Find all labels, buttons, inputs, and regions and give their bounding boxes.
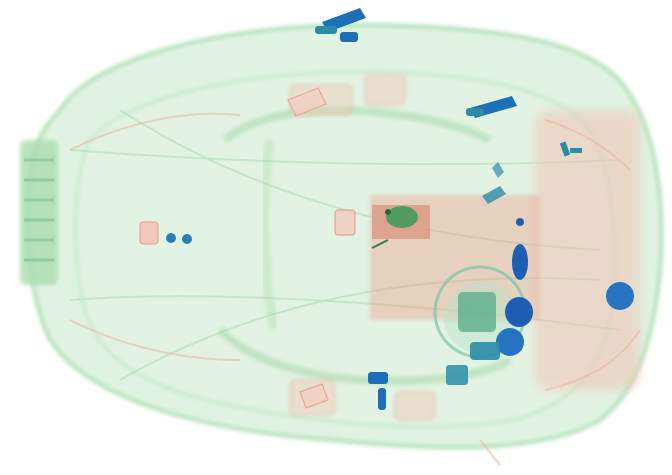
windshield-arc: [217, 106, 513, 385]
trunk-round-object: [606, 282, 634, 310]
trunk-small-parts: [482, 141, 582, 204]
rear-metal-cluster: [433, 218, 533, 385]
dashboard-items: [139, 209, 356, 245]
trunk-region: [535, 110, 640, 390]
bottom-door-hardware: [368, 372, 388, 410]
top-door-hardware: [315, 8, 517, 118]
inorganic-edges: [69, 112, 641, 466]
mirror-fragments: [287, 87, 329, 409]
front-bumper: [20, 140, 58, 285]
center-package: [371, 205, 430, 249]
grille-slats: [24, 158, 54, 262]
roof-frame: [259, 139, 280, 332]
